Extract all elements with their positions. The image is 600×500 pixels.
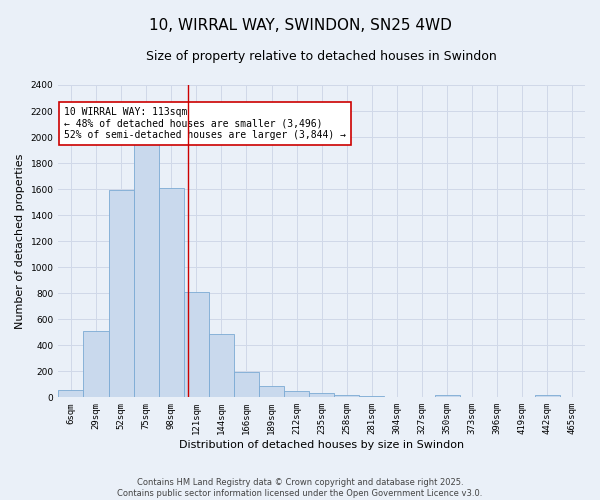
Bar — [159, 188, 184, 398]
Bar — [309, 394, 334, 398]
Bar — [284, 392, 309, 398]
Bar — [334, 396, 359, 398]
Title: Size of property relative to detached houses in Swindon: Size of property relative to detached ho… — [146, 50, 497, 63]
Bar — [83, 331, 109, 398]
X-axis label: Distribution of detached houses by size in Swindon: Distribution of detached houses by size … — [179, 440, 464, 450]
Text: Contains HM Land Registry data © Crown copyright and database right 2025.
Contai: Contains HM Land Registry data © Crown c… — [118, 478, 482, 498]
Bar — [259, 386, 284, 398]
Bar — [234, 372, 259, 398]
Bar — [535, 394, 560, 398]
Text: 10, WIRRAL WAY, SWINDON, SN25 4WD: 10, WIRRAL WAY, SWINDON, SN25 4WD — [149, 18, 451, 32]
Bar — [109, 190, 134, 398]
Bar — [58, 390, 83, 398]
Bar — [184, 292, 209, 398]
Text: 10 WIRRAL WAY: 113sqm
← 48% of detached houses are smaller (3,496)
52% of semi-d: 10 WIRRAL WAY: 113sqm ← 48% of detached … — [64, 107, 346, 140]
Bar — [434, 394, 460, 398]
Bar — [209, 334, 234, 398]
Bar — [134, 142, 159, 398]
Bar — [359, 396, 385, 398]
Y-axis label: Number of detached properties: Number of detached properties — [15, 154, 25, 329]
